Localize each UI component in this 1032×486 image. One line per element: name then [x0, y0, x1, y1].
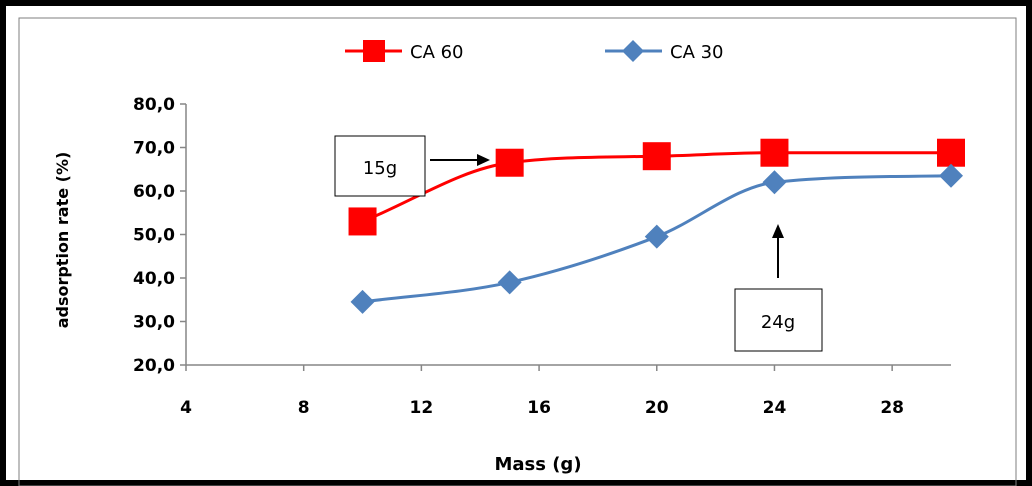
legend-item-ca60: CA 60 — [345, 40, 464, 63]
x-tick-label: 28 — [880, 398, 904, 418]
legend-label-ca30: CA 30 — [670, 42, 724, 63]
y-ticks: 20,0 30,0 40,0 50,0 60,0 70,0 80,0 — [133, 95, 186, 376]
y-tick-label: 50,0 — [133, 226, 175, 246]
y-tick-label: 70,0 — [133, 139, 175, 159]
y-tick-label: 30,0 — [133, 313, 175, 333]
x-axis-title: Mass (g) — [494, 454, 581, 475]
data-point-ca30 — [644, 224, 669, 249]
y-tick-label: 40,0 — [133, 269, 175, 289]
y-tick-label: 20,0 — [133, 356, 175, 376]
x-tick-label: 12 — [410, 398, 434, 418]
y-axis-title: adsorption rate (%) — [53, 152, 72, 329]
series-layer — [348, 138, 965, 314]
annotation-15g-box — [334, 135, 426, 197]
y-tick-label: 80,0 — [133, 95, 175, 115]
x-tick-label: 4 — [180, 398, 192, 418]
data-point-ca60 — [348, 207, 377, 236]
x-tick-label: 8 — [298, 398, 310, 418]
data-point-ca30 — [350, 289, 375, 314]
annotation-24g: 24g — [734, 224, 823, 352]
annotation-24g-arrowhead — [772, 224, 784, 238]
legend-marker-ca60 — [363, 40, 385, 62]
annotation-15g: 15g — [334, 135, 490, 197]
legend-marker-ca30 — [622, 40, 644, 62]
annotation-24g-label: 24g — [761, 312, 795, 333]
data-point-ca60 — [495, 148, 524, 177]
data-point-ca30 — [762, 170, 787, 195]
data-point-ca60 — [760, 138, 789, 167]
data-point-ca30 — [939, 163, 963, 188]
annotation-24g-box — [734, 288, 823, 352]
data-point-ca60 — [642, 142, 671, 171]
annotation-15g-arrowhead — [477, 154, 490, 166]
legend-label-ca60: CA 60 — [410, 42, 464, 63]
data-point-ca60 — [937, 138, 965, 167]
x-tick-label: 16 — [527, 398, 551, 418]
x-tick-label: 20 — [645, 398, 669, 418]
x-ticks: 4 8 12 16 20 24 28 — [180, 365, 904, 418]
legend-item-ca30: CA 30 — [605, 40, 724, 63]
legend: CA 60 CA 30 — [345, 40, 724, 63]
data-point-ca30 — [497, 270, 522, 295]
annotation-15g-label: 15g — [363, 158, 397, 179]
y-tick-label: 60,0 — [133, 182, 175, 202]
x-tick-label: 24 — [763, 398, 787, 418]
inner-frame — [18, 17, 1017, 486]
